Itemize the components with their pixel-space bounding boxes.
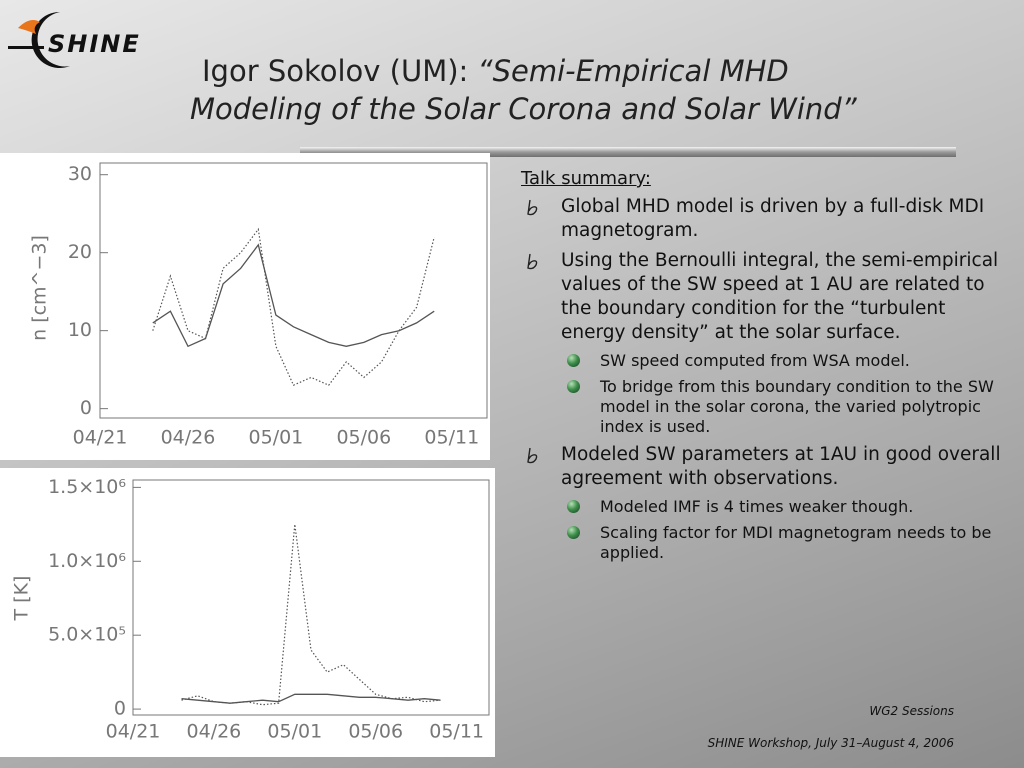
bullet-icon xyxy=(527,253,538,270)
y-tick-label: 0 xyxy=(114,698,126,720)
y-tick-label: 10 xyxy=(68,319,92,341)
bullet: Using the Bernoulli integral, the semi-e… xyxy=(521,249,1001,345)
series-line xyxy=(152,227,435,386)
logo-art xyxy=(8,11,70,68)
plot-frame xyxy=(99,162,488,419)
y-axis-label: T [K] xyxy=(11,576,33,622)
temperature-chart: 0 5.0×10⁵ 1.0×10⁶ 1.5×10⁶ 04/21 04/26 05/01 05/… xyxy=(0,468,495,757)
series-line xyxy=(152,243,435,348)
y-tick-label: 5.0×10⁵ xyxy=(48,624,126,646)
bullet-text: Using the Bernoulli integral, the semi-e… xyxy=(561,250,999,343)
title-italic: Modeling of the Solar Corona and Solar W… xyxy=(190,92,857,126)
y-tick-label: 1.5×10⁶ xyxy=(48,476,126,498)
bullet: Global MHD model is driven by a full-dis… xyxy=(521,195,1001,243)
sub-bullet: SW speed computed from WSA model. xyxy=(521,351,1001,371)
title-italic: “Semi-Empirical MHD xyxy=(477,54,789,88)
divider xyxy=(300,147,956,157)
series-line xyxy=(181,693,441,704)
sub-bullet: To bridge from this boundary condition t… xyxy=(521,377,1001,437)
plot-frame xyxy=(132,479,490,716)
bullet-text: Global MHD model is driven by a full-dis… xyxy=(561,196,985,241)
footer-session: WG2 Sessions xyxy=(869,704,954,718)
x-tick-label: 04/21 xyxy=(106,721,161,743)
y-tick-label: 0 xyxy=(80,397,92,419)
x-tick-label: 04/26 xyxy=(161,427,216,449)
x-tick-label: 05/11 xyxy=(424,427,479,449)
x-tick-label: 04/21 xyxy=(73,427,128,449)
y-tick-label: 30 xyxy=(68,163,92,185)
x-tick-label: 04/26 xyxy=(187,721,242,743)
series-line xyxy=(181,524,441,706)
title: Igor Sokolov (UM): “Semi-Empirical MHD M… xyxy=(190,52,1010,128)
x-tick-label: 05/01 xyxy=(267,721,322,743)
sub-bullet: Modeled IMF is 4 times weaker though. xyxy=(521,497,1001,517)
x-tick-label: 05/06 xyxy=(336,427,391,449)
footer-workshop: SHINE Workshop, July 31–August 4, 2006 xyxy=(707,736,954,750)
bullet-text: Modeled SW parameters at 1AU in good ove… xyxy=(561,444,1001,489)
summary: Talk summary: Global MHD model is driven… xyxy=(521,168,1001,569)
y-axis-label: n [cm^−3] xyxy=(29,235,51,341)
title-line: Igor Sokolov (UM): “Semi-Empirical MHD xyxy=(190,52,1010,90)
summary-heading: Talk summary: xyxy=(521,168,651,189)
logo: SHINE xyxy=(8,8,168,70)
x-tick-label: 05/11 xyxy=(429,721,484,743)
x-tick-label: 05/01 xyxy=(249,427,304,449)
logo-text: SHINE xyxy=(48,30,141,58)
bullet-icon xyxy=(527,447,538,464)
density-chart: 0 10 20 30 04/21 04/26 05/01 05/06 05/11 n [cm^−3… xyxy=(0,153,490,460)
y-tick-label: 1.0×10⁶ xyxy=(48,550,126,572)
bullet-icon xyxy=(527,199,538,216)
bullet: Modeled SW parameters at 1AU in good ove… xyxy=(521,443,1001,491)
sub-bullet: Scaling factor for MDI magnetogram needs… xyxy=(521,523,1001,563)
x-tick-label: 05/06 xyxy=(348,721,403,743)
y-tick-label: 20 xyxy=(68,241,92,263)
title-plain: Igor Sokolov (UM): xyxy=(202,54,478,88)
